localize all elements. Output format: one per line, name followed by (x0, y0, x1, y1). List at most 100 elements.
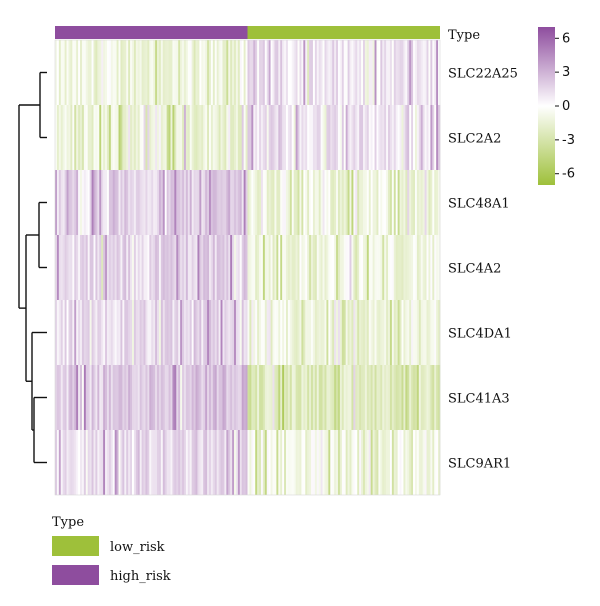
heatmap-cell (314, 235, 318, 300)
heatmap-cell (289, 430, 293, 495)
heatmap-cell (309, 430, 312, 495)
heatmap-cell (280, 235, 283, 300)
heatmap-cell (62, 170, 65, 235)
heatmap-cell (359, 170, 362, 235)
heatmap-cell (264, 365, 268, 430)
heatmap-cell (62, 105, 65, 170)
heatmap-cell (287, 300, 291, 365)
heatmap-cell (72, 365, 75, 430)
heatmap-cell (420, 430, 423, 495)
heatmap-cell (158, 365, 162, 430)
heatmap-cell (164, 300, 167, 365)
heatmap-cell (191, 430, 194, 495)
heatmap-cell (403, 105, 406, 170)
heatmap-cell (388, 170, 391, 235)
heatmap-cell (311, 430, 314, 495)
heatmap-cell (386, 430, 389, 495)
heatmap-cell (70, 430, 73, 495)
heatmap-cell (407, 430, 410, 495)
heatmap-cell (309, 105, 312, 170)
heatmap-cell (370, 105, 373, 170)
heatmap-cell (322, 235, 325, 300)
heatmap-cell (318, 40, 321, 105)
heatmap-cell (332, 430, 335, 495)
heatmap-cell (243, 170, 246, 235)
heatmap-cell (297, 365, 300, 430)
heatmap-cell (126, 170, 129, 235)
heatmap-cell (276, 365, 279, 430)
heatmap-cell (209, 430, 212, 495)
heatmap-cell (189, 170, 192, 235)
heatmap-cell (195, 430, 198, 495)
heatmap-cell (424, 300, 427, 365)
heatmap-cell (193, 170, 196, 235)
heatmap-cell (106, 40, 110, 105)
heatmap-cell (407, 300, 410, 365)
heatmap-cell (87, 430, 90, 495)
heatmap-cell (305, 170, 308, 235)
heatmap-cell (126, 105, 129, 170)
heatmap-cell (337, 235, 341, 300)
heatmap-cell (411, 40, 414, 105)
heatmap-cell (343, 430, 346, 495)
heatmap-cell (235, 170, 239, 235)
heatmap-cell (347, 105, 350, 170)
heatmap-cell (336, 170, 339, 235)
heatmap-cell (426, 105, 429, 170)
heatmap-cell (422, 300, 425, 365)
heatmap-row-SLC4DA1 (55, 300, 441, 365)
annotation-segment-low_risk (247, 26, 440, 39)
heatmap-cell (243, 235, 246, 300)
heatmap-cell (416, 170, 420, 235)
heatmap-cell (210, 235, 214, 300)
heatmap-cell (322, 40, 325, 105)
heatmap-cell (139, 40, 142, 105)
heatmap-cell (185, 40, 189, 105)
heatmap-cell (85, 40, 89, 105)
heatmap-cell (260, 170, 264, 235)
heatmap-cell (212, 300, 216, 365)
heatmap-cell (414, 170, 418, 235)
heatmap-cell (141, 170, 144, 235)
heatmap-cell (209, 300, 212, 365)
heatmap-cell (64, 365, 67, 430)
heatmap-cell (56, 365, 60, 430)
heatmap-cell (353, 40, 356, 105)
heatmap-cell (372, 300, 375, 365)
heatmap-cell (278, 430, 281, 495)
heatmap-cell (401, 365, 404, 430)
heatmap-cell (349, 170, 352, 235)
heatmap-cell (345, 235, 348, 300)
heatmap-cell (201, 105, 204, 170)
heatmap-cell (76, 300, 79, 365)
heatmap-cell (108, 40, 112, 105)
heatmap-cell (78, 430, 81, 495)
heatmap-cell (187, 40, 191, 105)
heatmap-cell (234, 365, 237, 430)
heatmap-cell (128, 40, 131, 105)
heatmap-cell (249, 365, 252, 430)
heatmap-cell (407, 235, 410, 300)
heatmap-cell (185, 430, 189, 495)
heatmap-cell (397, 365, 400, 430)
heatmap-cell (372, 105, 375, 170)
heatmap-cell (216, 170, 219, 235)
type-legend-title: Type (52, 515, 84, 530)
heatmap-cell (320, 105, 323, 170)
heatmap-cell (216, 40, 219, 105)
heatmap-cell (257, 235, 260, 300)
color-scale-tick-label: 3 (562, 65, 570, 80)
heatmap-cell (106, 430, 110, 495)
heatmap-cell (428, 430, 431, 495)
heatmap-cell (347, 300, 350, 365)
heatmap-cell (207, 170, 210, 235)
heatmap-cell (341, 170, 345, 235)
heatmap-cell (337, 365, 341, 430)
heatmap-cell (345, 430, 348, 495)
heatmap-cell (178, 365, 181, 430)
heatmap-cell (326, 170, 329, 235)
heatmap-cell (228, 40, 231, 105)
heatmap-cell (116, 300, 119, 365)
heatmap-cell (249, 235, 252, 300)
heatmap-cell (436, 235, 439, 300)
